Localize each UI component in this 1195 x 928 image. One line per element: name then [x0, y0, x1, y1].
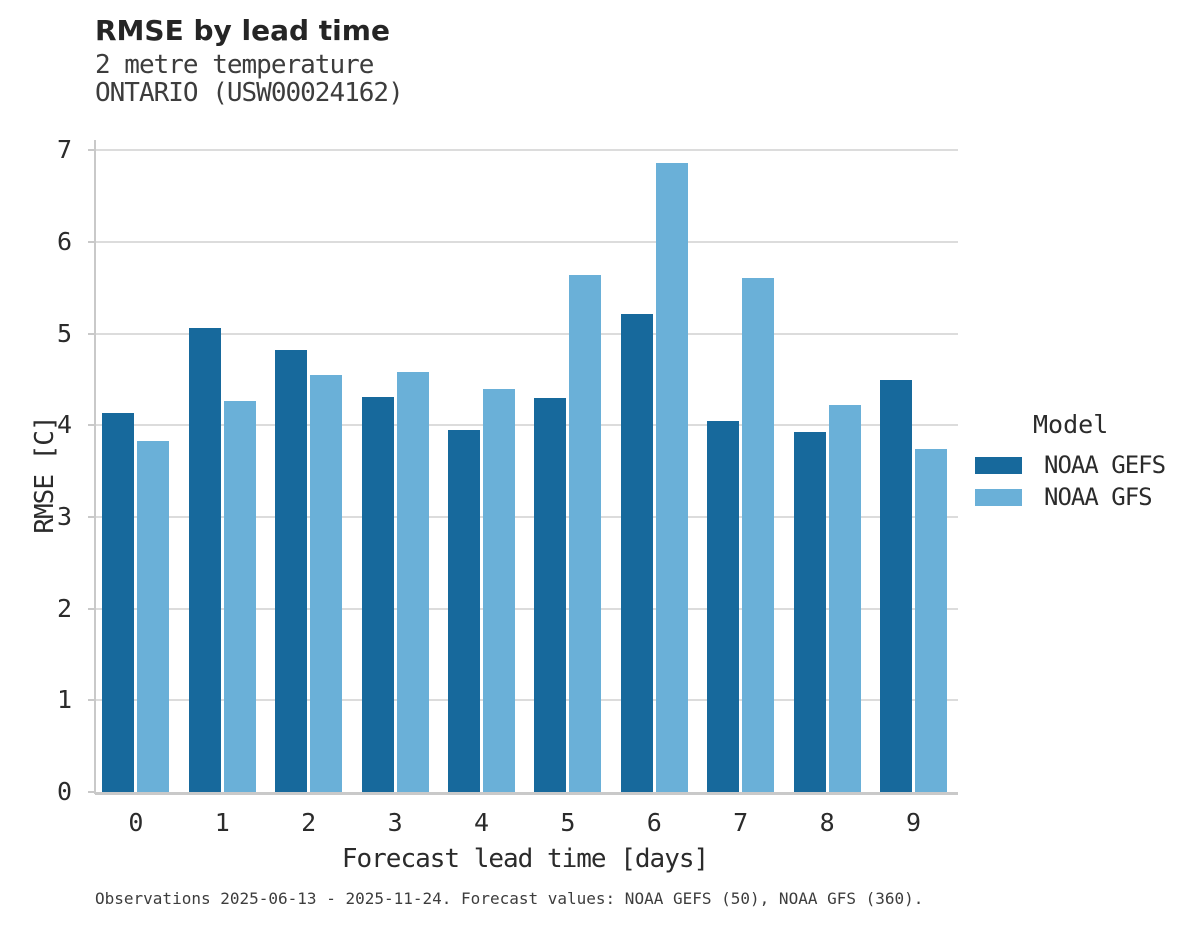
x-tick-label-4: 4 [473, 808, 490, 837]
x-tick-label-5: 5 [560, 808, 576, 837]
y-tick-mark-2 [88, 607, 95, 610]
x-tick-label-6: 6 [646, 808, 662, 837]
bar-noaa-gefs-lead-0 [102, 412, 135, 792]
bar-noaa-gefs-lead-6 [620, 314, 653, 792]
y-tick-mark-7 [88, 149, 95, 152]
legend-swatch-gefs [975, 456, 1022, 474]
y-tick-label-6: 6 [56, 227, 72, 256]
legend-item-noaa-gfs: NOAA GFS [975, 483, 1153, 511]
chart-title: RMSE by lead time [95, 14, 390, 47]
x-tick-label-0: 0 [128, 808, 144, 837]
x-tick-label-8: 8 [819, 808, 835, 837]
bar-noaa-gfs-lead-9 [915, 449, 947, 792]
bar-noaa-gfs-lead-6 [655, 163, 688, 792]
gridline-y5 [95, 332, 958, 335]
bar-noaa-gefs-lead-1 [188, 328, 221, 792]
bar-noaa-gfs-lead-4 [483, 388, 515, 792]
y-axis-label: RMSE [C] [30, 416, 60, 534]
y-tick-label-7: 7 [56, 135, 72, 165]
gridline-y6 [95, 241, 958, 243]
caption: Observations 2025-06-13 - 2025-11-24. Fo… [95, 889, 924, 908]
bar-noaa-gfs-lead-0 [137, 440, 170, 792]
x-tick-label-1: 1 [214, 808, 230, 837]
x-axis-label: Forecast lead time [days] [341, 844, 709, 874]
legend-label-gfs: NOAA GFS [1044, 483, 1153, 511]
bar-noaa-gefs-lead-4 [448, 429, 480, 792]
y-tick-mark-5 [88, 332, 95, 335]
y-tick-mark-3 [88, 516, 95, 518]
y-tick-label-5: 5 [56, 318, 72, 348]
x-tick-label-7: 7 [733, 808, 749, 837]
x-tick-label-2: 2 [301, 808, 317, 837]
chart-subtitle-station: ONTARIO (USW00024162) [95, 78, 404, 108]
bar-noaa-gefs-lead-5 [534, 397, 567, 792]
y-tick-label-4: 4 [56, 410, 72, 440]
y-tick-label-0: 0 [56, 777, 72, 806]
bar-noaa-gefs-lead-3 [361, 396, 394, 792]
x-tick-label-3: 3 [387, 808, 403, 837]
bar-noaa-gefs-lead-9 [880, 380, 912, 792]
y-tick-mark-4 [88, 424, 95, 427]
bar-noaa-gfs-lead-3 [396, 372, 429, 792]
bar-noaa-gfs-lead-5 [569, 275, 602, 792]
x-axis-line [95, 792, 958, 795]
bar-noaa-gefs-lead-7 [707, 420, 740, 792]
legend-title: Model [1033, 410, 1109, 439]
bar-noaa-gfs-lead-2 [310, 374, 343, 792]
y-tick-mark-6 [88, 241, 95, 243]
bar-noaa-gfs-lead-1 [223, 400, 256, 792]
y-tick-label-3: 3 [56, 502, 72, 531]
gridline-y3 [95, 516, 958, 518]
legend-swatch-gfs [975, 488, 1022, 506]
gridline-y4 [95, 424, 958, 427]
x-tick-label-9: 9 [905, 808, 922, 837]
y-axis-line [94, 140, 96, 794]
bar-noaa-gefs-lead-8 [793, 431, 826, 792]
gridline-y2 [95, 607, 958, 610]
chart-subtitle-variable: 2 metre temperature [95, 50, 374, 80]
bar-noaa-gefs-lead-2 [275, 350, 308, 792]
legend-label-gefs: NOAA GEFS [1044, 451, 1166, 479]
y-tick-label-1: 1 [56, 685, 72, 715]
y-tick-mark-0 [88, 791, 95, 793]
gridline-y1 [95, 699, 958, 702]
bar-noaa-gfs-lead-7 [742, 277, 775, 792]
gridline-y7 [95, 149, 958, 152]
bar-noaa-gfs-lead-8 [828, 405, 861, 792]
y-tick-mark-1 [88, 699, 95, 702]
y-tick-label-2: 2 [56, 593, 72, 623]
legend-item-noaa-gefs: NOAA GEFS [975, 451, 1166, 479]
